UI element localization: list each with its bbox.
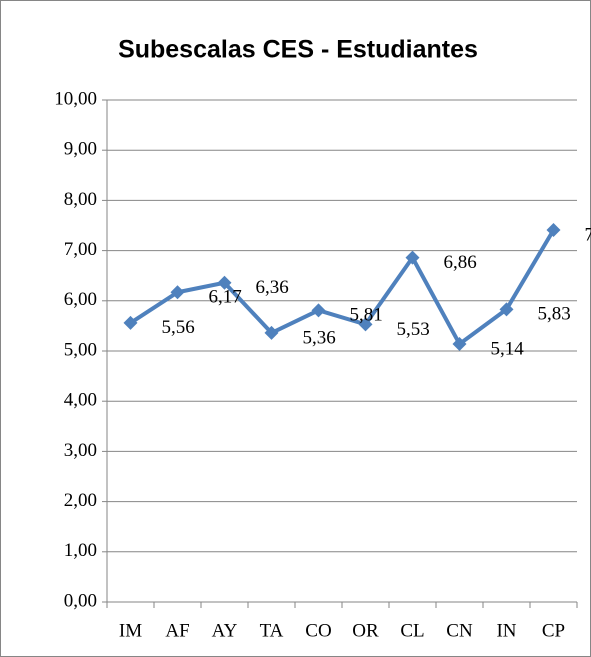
data-label: 6,86 [444,252,477,273]
data-label: 7,41 [585,224,591,245]
data-label: 5,56 [162,317,195,338]
y-tick-label: 5,00 [64,339,97,360]
x-tick-label: OR [352,620,379,641]
data-marker [123,315,138,330]
x-tick-label: CO [305,620,331,641]
data-marker [311,303,326,318]
data-label: 5,83 [538,304,571,325]
data-marker [217,275,232,290]
x-tick-label: IM [119,620,142,641]
data-marker [452,336,467,351]
y-tick-label: 8,00 [64,189,97,210]
y-tick-label: 4,00 [64,390,97,411]
data-marker [405,250,420,265]
data-marker [358,317,373,332]
data-marker [546,223,561,238]
data-label: 6,17 [209,287,242,308]
x-tick-label: CP [542,620,565,641]
data-marker [170,285,185,300]
y-tick-label: 10,00 [54,88,97,109]
y-tick-label: 2,00 [64,490,97,511]
x-tick-label: CN [446,620,473,641]
data-label: 5,36 [303,327,336,348]
x-tick-label: AF [165,620,189,641]
y-tick-label: 3,00 [64,440,97,461]
x-tick-label: IN [496,620,516,641]
data-label: 5,81 [350,305,383,326]
data-line [129,228,556,346]
x-tick-label: CL [400,620,424,641]
y-tick-label: 0,00 [64,590,97,611]
x-tick-label: AY [212,620,238,641]
data-label: 6,36 [256,277,289,298]
x-tick-label: TA [260,620,284,641]
data-marker [264,325,279,340]
data-marker [499,302,514,317]
data-label: 5,14 [491,338,525,359]
y-tick-label: 7,00 [64,239,97,260]
data-label: 5,53 [397,319,430,340]
chart-title: Subescalas CES - Estudiantes [118,36,478,64]
y-tick-label: 9,00 [64,139,97,160]
y-tick-label: 1,00 [64,540,97,561]
y-tick-label: 6,00 [64,289,97,310]
